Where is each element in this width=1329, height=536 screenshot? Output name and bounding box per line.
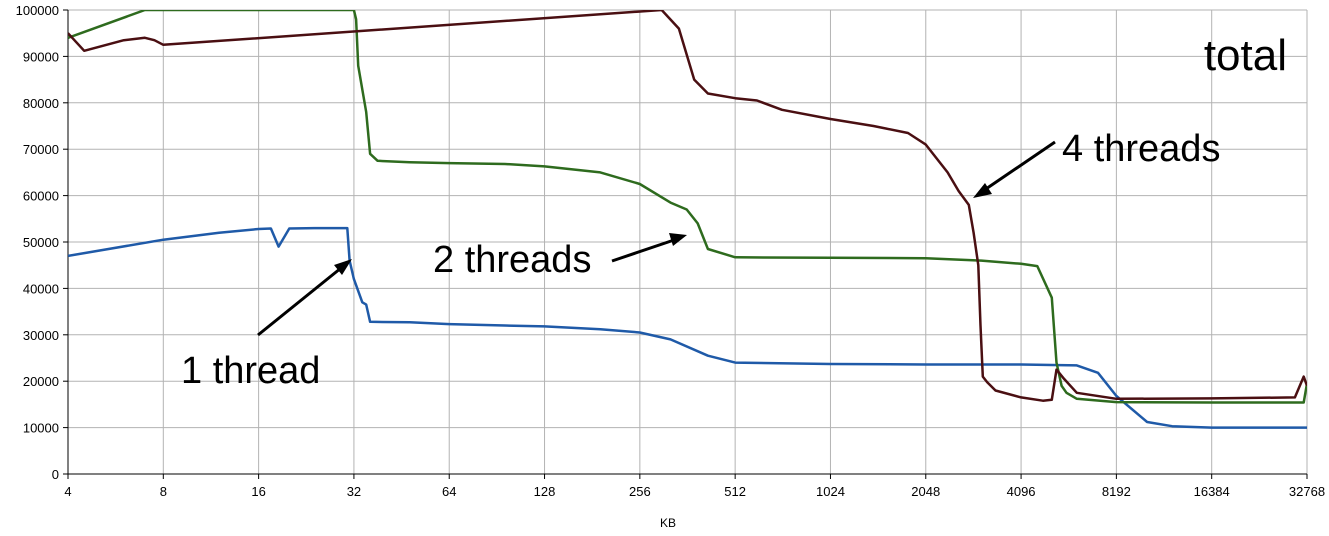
y-tick-label: 50000: [23, 235, 59, 250]
arrow-head: [669, 233, 687, 246]
arrow-shaft: [979, 140, 1056, 195]
x-tick-label: 8: [160, 484, 167, 499]
x-tick-label: 16384: [1194, 484, 1230, 499]
annotation-1-thread: 1 thread: [181, 259, 352, 392]
x-tick-label: 32768: [1289, 484, 1325, 499]
axes: [63, 9, 1308, 479]
x-tick-label: 512: [724, 484, 746, 499]
x-tick-label: 32: [347, 484, 361, 499]
x-tick-label: 4: [64, 484, 71, 499]
label-2-threads: 2 threads: [433, 239, 591, 281]
grid-lines: [67, 9, 1308, 475]
x-axis-label: KB: [660, 516, 676, 530]
y-tick-label: 30000: [23, 328, 59, 343]
annotation-4-threads: 4 threads: [973, 128, 1220, 198]
x-tick-labels: 4 8 16 32 64 128 256 512 1024 2048 4096 8192 16384 32…: [64, 484, 1325, 499]
arrow-head: [973, 183, 992, 198]
x-tick-label: 4096: [1007, 484, 1036, 499]
chart-title: total: [1204, 31, 1287, 80]
y-tick-label: 90000: [23, 49, 59, 64]
y-tick-label: 10000: [23, 421, 59, 436]
arrow-head: [334, 259, 352, 275]
series-line-1-thread: [68, 226, 1307, 429]
x-tick-label: 64: [442, 484, 456, 499]
label-4-threads: 4 threads: [1062, 128, 1220, 170]
x-tick-label: 2048: [911, 484, 940, 499]
label-1-thread: 1 thread: [181, 350, 320, 392]
y-tick-label: 80000: [23, 96, 59, 111]
x-tick-label: 256: [629, 484, 651, 499]
x-tick-label: 16: [251, 484, 265, 499]
y-tick-label: 70000: [23, 142, 59, 157]
series-lines: [68, 10, 1307, 429]
y-tick-label: 20000: [23, 374, 59, 389]
annotation-2-threads: 2 threads: [433, 233, 687, 281]
arrow-shaft: [611, 236, 681, 263]
arrow-shaft: [257, 262, 347, 337]
y-tick-labels: 0 10000 20000 30000 40000 50000 60000 70000 8000…: [16, 3, 59, 482]
y-tick-label: 40000: [23, 281, 59, 296]
series-line-4-threads: [68, 10, 1307, 402]
series-line-2-threads: [68, 10, 1307, 404]
y-tick-label: 60000: [23, 189, 59, 204]
x-tick-label: 8192: [1102, 484, 1131, 499]
x-tick-label: 1024: [816, 484, 845, 499]
x-tick-label: 128: [534, 484, 556, 499]
y-tick-label: 100000: [16, 3, 59, 18]
y-tick-label: 0: [52, 467, 59, 482]
